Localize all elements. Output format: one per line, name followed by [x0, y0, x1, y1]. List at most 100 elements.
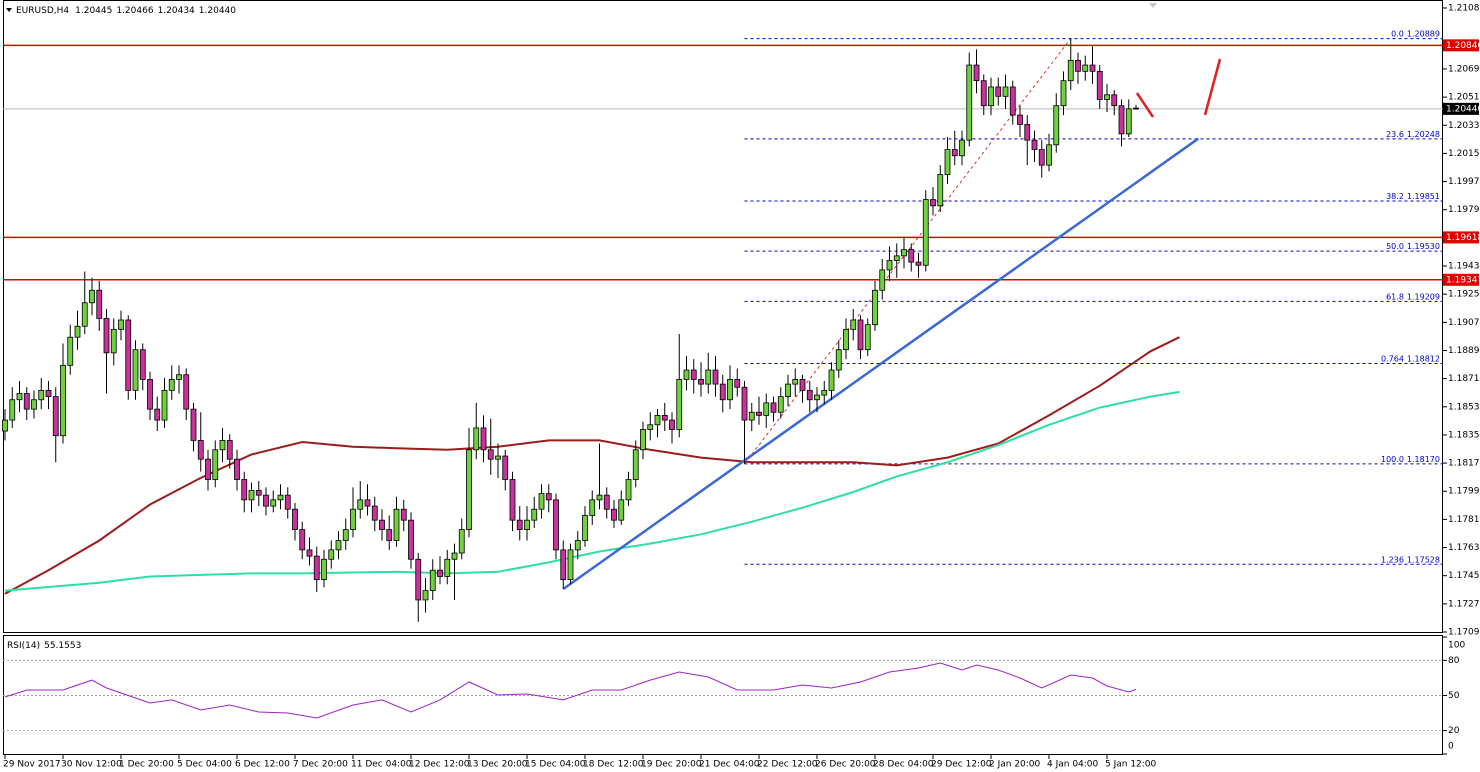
chart-title: EURUSD,H4 1.20445 1.20466 1.20434 1.20440: [16, 6, 236, 16]
fib-ratio: 0.0: [1391, 29, 1404, 38]
high-value: 1.20466: [116, 6, 153, 16]
fib-ratio: 61.8: [1386, 292, 1404, 301]
candle-body: [698, 379, 704, 385]
candle-body: [487, 449, 494, 460]
candle-body: [67, 336, 74, 366]
candle-body: [574, 540, 581, 551]
candle-body: [930, 199, 936, 207]
candle-body: [1024, 124, 1031, 141]
fib-level-label: 38.2 1.19851: [1386, 191, 1440, 200]
moving-average: [4, 336, 1180, 595]
candle-body: [879, 269, 886, 291]
candle-body: [959, 139, 965, 157]
candle-body: [1009, 86, 1016, 116]
candle-body: [466, 449, 472, 530]
candle-body: [995, 86, 1002, 97]
candle-body: [553, 499, 559, 551]
level-label: 1.19347: [1446, 275, 1480, 285]
candle-body: [255, 490, 262, 496]
candle-body: [567, 549, 574, 581]
candle-body: [328, 549, 335, 560]
fib-ratio: 1.236: [1381, 555, 1404, 564]
candle-body: [676, 379, 683, 430]
candle-body: [52, 396, 59, 437]
candle-body: [690, 369, 697, 380]
candle-body: [1082, 64, 1089, 72]
candle-body: [799, 379, 806, 391]
candle-body: [516, 519, 523, 530]
candle-body: [110, 328, 117, 354]
candle-body: [944, 149, 951, 175]
x-tick-label: 26 Dec 20:00: [815, 760, 876, 770]
candle-body: [712, 369, 719, 385]
candle-body: [741, 386, 748, 421]
candle-body: [806, 389, 813, 401]
candle-body: [1031, 139, 1038, 150]
candle-body: [415, 558, 422, 601]
candle-body: [966, 64, 973, 141]
candle-body: [632, 449, 639, 480]
candle-body: [386, 529, 393, 541]
candle-body: [357, 499, 364, 510]
candle-body: [379, 519, 385, 530]
candle-body: [371, 505, 378, 521]
moving-average: [4, 390, 1180, 592]
candle-body: [284, 494, 291, 510]
rsi-y-tick-label: 80: [1448, 656, 1460, 666]
candle-body: [705, 369, 712, 385]
arrow-down-stroke: [1135, 92, 1155, 118]
candle-body: [125, 319, 132, 391]
y-tick-label: 1.19435: [1448, 262, 1480, 272]
x-tick-label: 19 Dec 20:00: [641, 760, 702, 770]
y-tick-label: 1.19795: [1448, 205, 1480, 215]
candle-body: [669, 419, 675, 430]
candle-body: [9, 399, 16, 421]
y-tick-label: 1.20515: [1448, 93, 1480, 103]
candle-body: [1111, 94, 1118, 107]
x-tick-label: 21 Dec 04:00: [699, 760, 760, 770]
candle-body: [770, 402, 777, 413]
candle-body: [1075, 59, 1081, 72]
candle-body: [951, 149, 958, 157]
candle-body: [640, 429, 646, 451]
candle-body: [727, 379, 733, 401]
x-tick-label: 7 Dec 20:00: [293, 760, 348, 770]
candle-body: [212, 449, 219, 480]
candle-body: [31, 399, 37, 410]
candle-body: [480, 427, 487, 451]
y-tick-label: 1.18895: [1448, 346, 1480, 356]
candle-body: [89, 289, 95, 304]
candle-body: [524, 519, 530, 530]
fib-ratio: 0.764: [1381, 354, 1404, 363]
candle-body: [1125, 108, 1132, 135]
candle-body: [1089, 64, 1096, 72]
y-tick-label: 1.17455: [1448, 571, 1480, 581]
candle-body: [821, 389, 828, 396]
symbol: EURUSD,H4: [16, 6, 69, 16]
candle-body: [509, 479, 516, 521]
candle-body: [654, 414, 661, 426]
candle-body: [299, 529, 306, 551]
candle-body: [197, 440, 204, 460]
x-tick-label: 22 Dec 12:00: [757, 760, 818, 770]
candle-body: [1118, 105, 1125, 135]
y-tick-label: 1.17275: [1448, 599, 1480, 609]
fib-price: 1.20248: [1407, 129, 1440, 138]
y-tick-label: 1.20335: [1448, 121, 1480, 131]
candle-body: [147, 379, 153, 410]
candle-body: [618, 499, 625, 521]
candle-body: [901, 249, 907, 257]
candle-body: [828, 369, 835, 391]
x-tick-label: 11 Dec 04:00: [351, 760, 412, 770]
candle-body: [538, 493, 545, 510]
rsi-line: [4, 662, 1137, 719]
candle-body: [719, 383, 726, 401]
candle-body: [277, 494, 284, 501]
candle-body: [263, 494, 269, 507]
fib-price: 1.19851: [1407, 191, 1440, 200]
y-tick-label: 1.18175: [1448, 459, 1480, 469]
fib-level-label: 100.0 1.18170: [1381, 454, 1440, 463]
candle-body: [922, 199, 929, 266]
